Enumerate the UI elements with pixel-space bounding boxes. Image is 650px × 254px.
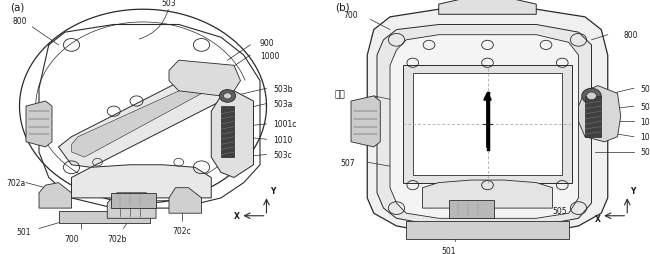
Text: Y: Y	[270, 186, 275, 195]
Bar	[111, 193, 156, 208]
Text: Y: Y	[630, 186, 636, 195]
Circle shape	[582, 89, 601, 104]
Polygon shape	[107, 193, 156, 218]
Bar	[448, 201, 494, 218]
Text: 507: 507	[341, 158, 355, 167]
Text: 702c: 702c	[173, 226, 191, 235]
Polygon shape	[169, 61, 240, 97]
Polygon shape	[211, 91, 254, 178]
Polygon shape	[377, 25, 592, 226]
Polygon shape	[169, 188, 202, 213]
Polygon shape	[351, 97, 380, 147]
Text: 501: 501	[16, 227, 31, 236]
Polygon shape	[72, 165, 211, 198]
Polygon shape	[390, 36, 578, 218]
Text: 700: 700	[64, 234, 79, 243]
Text: 503a: 503a	[640, 102, 650, 111]
Text: X: X	[595, 214, 601, 223]
Polygon shape	[39, 183, 72, 208]
Circle shape	[220, 90, 235, 103]
Text: 503b: 503b	[640, 84, 650, 93]
Text: 1010: 1010	[640, 133, 650, 142]
Text: 503b: 503b	[273, 84, 292, 93]
Polygon shape	[26, 102, 52, 147]
Text: 702a: 702a	[6, 178, 26, 187]
Text: 700: 700	[344, 11, 358, 20]
Polygon shape	[58, 71, 228, 168]
Text: (b): (b)	[335, 2, 350, 12]
Polygon shape	[72, 81, 211, 157]
Text: 702b: 702b	[107, 234, 127, 243]
Bar	[221, 107, 234, 157]
Bar	[413, 74, 562, 175]
Polygon shape	[439, 0, 536, 15]
Text: 800: 800	[624, 31, 638, 40]
Text: 501: 501	[441, 246, 456, 254]
Bar	[403, 66, 572, 183]
Text: 1001c: 1001c	[640, 117, 650, 126]
Text: 505: 505	[552, 206, 567, 215]
Text: 1010: 1010	[273, 135, 292, 144]
Text: 505: 505	[185, 196, 200, 205]
Text: 光軸: 光軸	[335, 89, 346, 99]
Circle shape	[224, 93, 231, 100]
Text: 900: 900	[260, 39, 274, 48]
Polygon shape	[422, 180, 552, 208]
Text: 503c: 503c	[273, 150, 292, 160]
Circle shape	[586, 93, 597, 100]
Text: 503a: 503a	[273, 100, 292, 109]
Bar	[585, 97, 601, 137]
Bar	[406, 221, 569, 239]
Polygon shape	[578, 86, 621, 142]
Text: 503c: 503c	[640, 148, 650, 157]
Text: 1001c: 1001c	[273, 120, 296, 129]
Bar	[58, 211, 150, 224]
Text: (a): (a)	[10, 2, 24, 12]
Text: X: X	[234, 212, 240, 220]
Polygon shape	[367, 10, 608, 234]
Text: 800: 800	[12, 17, 27, 25]
Text: 1000: 1000	[260, 51, 280, 60]
Text: 503: 503	[162, 0, 176, 8]
